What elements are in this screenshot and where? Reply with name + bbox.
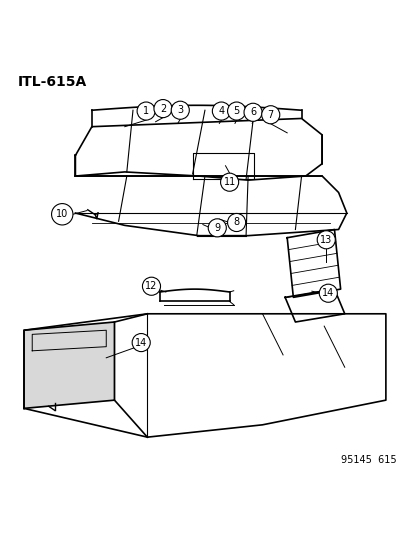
Circle shape [154,100,172,118]
Polygon shape [24,322,114,408]
Circle shape [208,219,226,237]
Text: ITL-615A: ITL-615A [18,75,87,90]
Circle shape [142,277,160,295]
Text: 10: 10 [56,209,68,219]
Text: 2: 2 [159,103,166,114]
Text: 4: 4 [218,106,224,116]
Circle shape [261,106,279,124]
Text: 13: 13 [319,235,332,245]
Text: 95145  615: 95145 615 [340,455,395,465]
Circle shape [220,173,238,191]
Circle shape [212,102,230,120]
Circle shape [227,213,245,231]
Circle shape [171,101,189,119]
Text: 12: 12 [145,281,157,291]
Text: 7: 7 [267,110,273,120]
Text: 8: 8 [233,217,239,228]
Circle shape [137,102,155,120]
Text: 1: 1 [143,106,149,116]
Text: 9: 9 [214,223,220,233]
Circle shape [316,231,335,249]
Text: 3: 3 [177,105,183,115]
Text: 14: 14 [321,288,334,298]
Circle shape [132,334,150,352]
Circle shape [227,102,245,120]
Circle shape [318,284,337,302]
Text: 6: 6 [249,107,256,117]
Text: 5: 5 [233,106,239,116]
Text: 11: 11 [223,177,235,187]
Text: 14: 14 [135,337,147,348]
Circle shape [243,103,261,122]
Circle shape [52,204,73,225]
